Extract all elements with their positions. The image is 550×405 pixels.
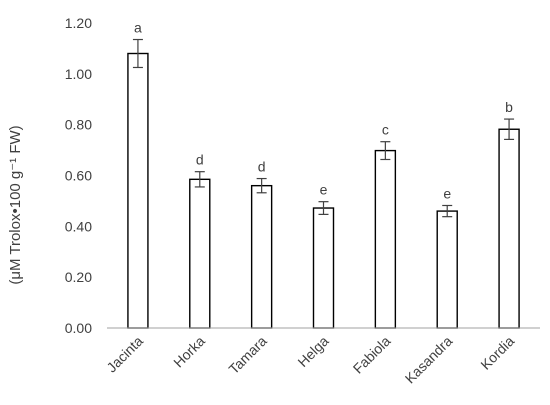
- significance-letter: b: [505, 99, 513, 115]
- y-tick-label: 0.00: [65, 320, 92, 336]
- significance-letter: c: [382, 122, 389, 138]
- y-tick-label: 0.80: [65, 117, 92, 133]
- x-tick-label: Kasandra: [402, 333, 456, 387]
- bar-jacinta: [127, 52, 149, 329]
- error-bar-jacinta: [132, 38, 143, 69]
- y-tick-label: 0.20: [65, 269, 92, 285]
- y-tick-label: 0.60: [65, 168, 92, 184]
- y-tick-label: 1.00: [65, 66, 92, 82]
- y-tick-label: 0.40: [65, 218, 92, 234]
- significance-letter: e: [320, 182, 328, 198]
- significance-letter: d: [196, 152, 204, 168]
- error-bar-tamara: [256, 177, 267, 194]
- bar-helga: [312, 207, 335, 329]
- bar-kasandra: [436, 210, 458, 329]
- x-tick-label: Fabiola: [350, 333, 394, 377]
- bar-fabiola: [374, 149, 397, 329]
- y-axis-label: (μM Trolox•100 g⁻¹ FW): [7, 125, 24, 284]
- error-bar-horka: [194, 171, 205, 188]
- error-bar-kordia: [504, 118, 515, 141]
- x-tick-label: Tamara: [225, 333, 269, 377]
- error-bar-fabiola: [380, 141, 391, 161]
- x-tick-label: Kordia: [477, 333, 517, 373]
- y-tick-label: 1.20: [65, 15, 92, 31]
- significance-letter: a: [134, 20, 142, 36]
- error-bar-helga: [318, 201, 329, 215]
- bar-tamara: [250, 184, 273, 329]
- bar-kordia: [498, 128, 520, 329]
- x-tick-label: Jacinta: [103, 333, 146, 376]
- significance-letter: d: [258, 159, 266, 175]
- significance-letter: e: [443, 185, 451, 201]
- x-tick-label: Helga: [294, 333, 331, 370]
- bars: a d d e c e b: [127, 20, 520, 329]
- x-axis-tick-labels: Jacinta Horka Tamara Helga Fabiola Kasandra Ko…: [103, 333, 517, 387]
- bar-horka: [189, 178, 211, 329]
- y-axis-tick-labels: 0.00 0.20 0.40 0.60 0.80 1.00 1.20: [65, 15, 92, 336]
- error-bar-kasandra: [442, 204, 453, 218]
- x-tick-label: Horka: [170, 333, 208, 371]
